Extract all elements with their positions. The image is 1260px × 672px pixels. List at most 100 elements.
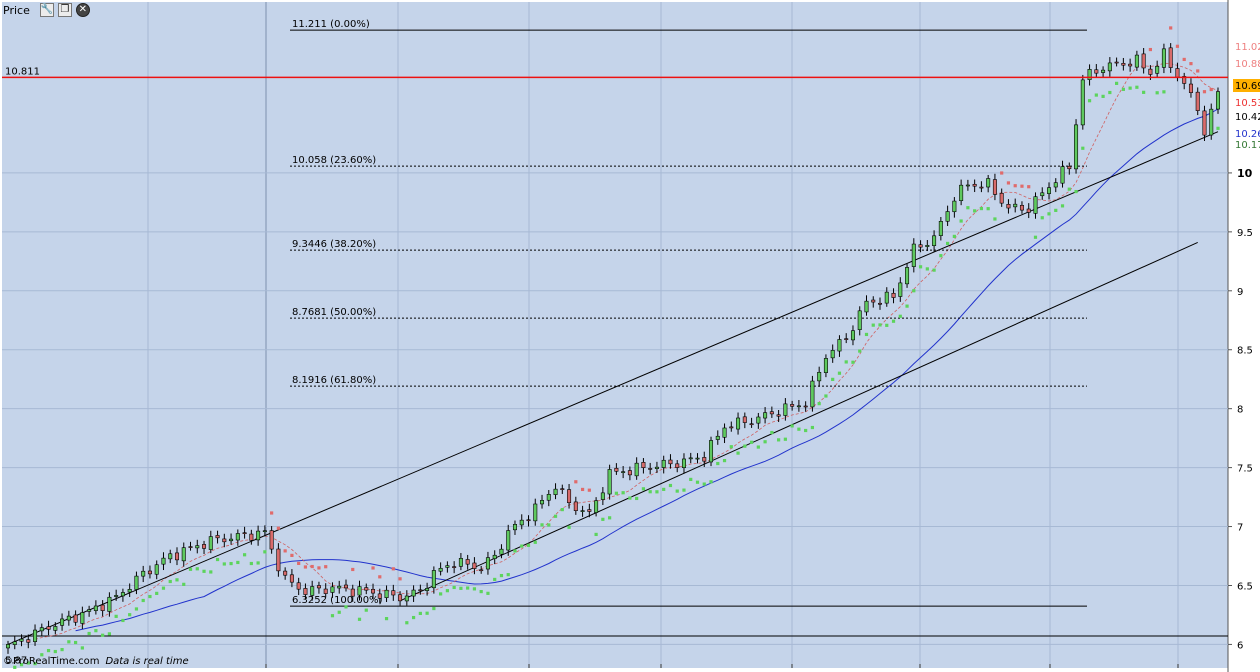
candle-body [783, 403, 788, 416]
parabolic-sar-dot [13, 665, 17, 669]
parabolic-sar-dot [756, 445, 760, 449]
parabolic-sar-dot [53, 649, 57, 654]
parabolic-sar-dot [263, 550, 267, 554]
parabolic-sar-dot [439, 592, 443, 596]
candle-body [100, 604, 105, 611]
candle-body [654, 466, 659, 469]
candle [479, 565, 484, 574]
parabolic-sar-dot [1094, 93, 1098, 97]
candle-body [992, 179, 997, 195]
candle-body [181, 547, 186, 562]
parabolic-sar-dot [777, 438, 781, 442]
last-value-label: 10.53 [1235, 98, 1260, 109]
candle [1013, 198, 1018, 213]
candle-body [1141, 53, 1146, 69]
candle [587, 503, 592, 518]
candle-body [242, 532, 247, 534]
restore-window-icon[interactable]: ❐ [57, 3, 72, 17]
parabolic-sar-dot [1101, 94, 1105, 98]
candle [154, 560, 159, 580]
candle-body [1074, 124, 1079, 170]
candle [398, 591, 403, 606]
candle-body [377, 593, 382, 599]
parabolic-sar-dot [966, 206, 970, 210]
candle-body [343, 584, 348, 589]
candle-body [769, 411, 774, 415]
candle-body [141, 570, 146, 577]
candle-body [715, 435, 720, 440]
candle [1121, 57, 1126, 71]
candle-body [202, 544, 207, 549]
candle [932, 230, 937, 252]
candle-body [742, 416, 747, 423]
parabolic-sar-dot [939, 254, 943, 258]
candle-body [1033, 196, 1038, 214]
candle-body [898, 282, 903, 297]
candle [357, 580, 362, 601]
candle-body [1114, 61, 1119, 64]
candle-body [614, 467, 619, 472]
candle-body [398, 594, 403, 602]
close-icon[interactable]: ✕ [75, 3, 90, 17]
candle [729, 421, 734, 432]
parabolic-sar-dot [445, 589, 449, 593]
candle-body [485, 557, 490, 570]
candle-body [729, 426, 734, 429]
candle-body [1019, 205, 1024, 211]
parabolic-sar-dot [46, 648, 51, 653]
parabolic-sar-dot [1074, 189, 1078, 194]
candle [46, 620, 51, 636]
wrench-icon[interactable]: 🔧 [39, 3, 54, 17]
parabolic-sar-dot [344, 605, 348, 609]
parabolic-sar-dot [702, 482, 706, 486]
candle-body [195, 545, 200, 549]
candle [438, 562, 443, 576]
candle-body [580, 510, 585, 512]
parabolic-sar-dot [40, 653, 44, 657]
candle-body [1006, 204, 1011, 209]
parabolic-sar-dot [513, 549, 517, 553]
candle-body [573, 501, 578, 511]
parabolic-sar-dot [493, 577, 497, 582]
parabolic-sar-dot [391, 567, 395, 571]
candle [1128, 58, 1133, 72]
candle-body [472, 562, 477, 569]
parabolic-sar-dot [614, 491, 618, 495]
parabolic-sar-dot [114, 614, 118, 618]
candle-body [46, 626, 51, 630]
candle-body [519, 519, 524, 526]
candle-body [303, 588, 308, 595]
parabolic-sar-dot [67, 640, 71, 644]
candle-body [229, 538, 234, 542]
candle-body [810, 380, 815, 408]
candle-body [465, 559, 470, 565]
parabolic-sar-dot [33, 662, 37, 666]
candle-body [350, 588, 355, 597]
candle [722, 423, 727, 444]
candle-body [823, 358, 828, 373]
candle-body [1080, 79, 1085, 126]
parabolic-sar-dot [864, 332, 869, 337]
candle [1060, 160, 1065, 188]
candle [19, 634, 24, 647]
candle-body [222, 538, 227, 543]
candle [283, 567, 288, 580]
last-value-label: 10.26 [1235, 129, 1260, 140]
parabolic-sar-dot [1047, 212, 1051, 216]
candle [972, 179, 977, 193]
parabolic-sar-dot [310, 564, 314, 569]
parabolic-sar-dot [743, 444, 747, 448]
candle-body [938, 221, 943, 236]
candle [1040, 187, 1045, 200]
candle-body [323, 588, 328, 594]
candle [553, 483, 558, 500]
candle [499, 544, 504, 559]
candle [769, 406, 774, 418]
candle-body [452, 566, 457, 568]
candle [742, 412, 747, 429]
y-tick-label: 6.5 [1237, 581, 1253, 592]
candle [688, 452, 693, 464]
candle-body [627, 470, 632, 476]
parabolic-sar-dot [675, 489, 679, 493]
